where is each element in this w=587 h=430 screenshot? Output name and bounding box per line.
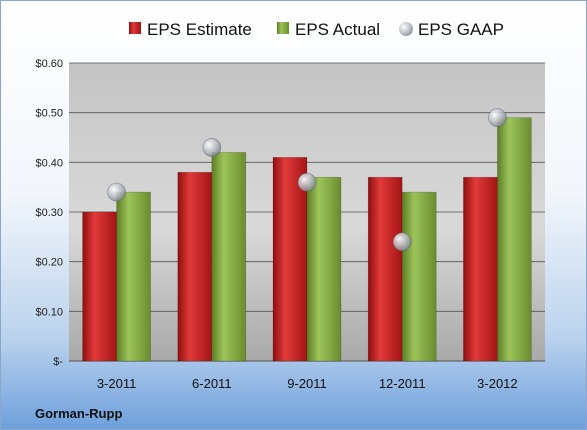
bars (82, 117, 532, 362)
bar-eps-estimate (272, 157, 308, 362)
y-tick-label: $0.50 (35, 108, 63, 120)
x-axis: 3-2011 6-2011 9-2011 12-2011 3-2012 (97, 376, 518, 391)
marker-eps-gaap (297, 172, 317, 192)
x-category-label: 3-2012 (477, 376, 517, 391)
bar-eps-actual (116, 191, 151, 362)
bar-eps-actual (497, 117, 532, 362)
bar-eps-estimate (367, 176, 403, 362)
legend-swatch-estimate (129, 22, 141, 34)
y-tick-label: $0.20 (35, 257, 63, 269)
x-category-label: 9-2011 (287, 376, 327, 391)
x-category-label: 6-2011 (192, 376, 232, 391)
gaap-markers (107, 108, 507, 252)
legend-swatch-gaap (399, 22, 413, 36)
company-name: Gorman-Rupp (35, 406, 122, 421)
x-category-label: 3-2011 (97, 376, 137, 391)
y-tick-label: $0.10 (35, 306, 63, 318)
marker-eps-gaap (107, 182, 126, 202)
bar-eps-actual (306, 176, 342, 362)
y-tick-label: $0.40 (35, 157, 63, 169)
marker-eps-gaap (392, 232, 412, 252)
marker-eps-gaap (202, 138, 222, 157)
marker-eps-gaap (487, 108, 507, 128)
bar-eps-actual (211, 152, 247, 362)
legend-label-gaap: EPS GAAP (418, 20, 504, 39)
y-axis: $- $0.10 $0.20 $0.30 $0.40 $0.50 $0.60 (35, 58, 63, 368)
x-category-label: 12-2011 (379, 376, 426, 391)
legend-label-estimate: EPS Estimate (147, 20, 252, 39)
y-tick-label: $0.30 (35, 207, 63, 219)
legend-swatch-actual (277, 22, 289, 34)
legend: EPS Estimate EPS Actual EPS GAAP (129, 20, 504, 39)
y-tick-label: $0.60 (35, 58, 63, 70)
y-tick-label: $- (53, 356, 63, 368)
bar-eps-estimate (82, 211, 117, 362)
bar-eps-estimate (177, 171, 213, 362)
bar-eps-actual (401, 191, 437, 362)
bar-eps-estimate (463, 176, 498, 362)
legend-label-actual: EPS Actual (295, 20, 380, 39)
